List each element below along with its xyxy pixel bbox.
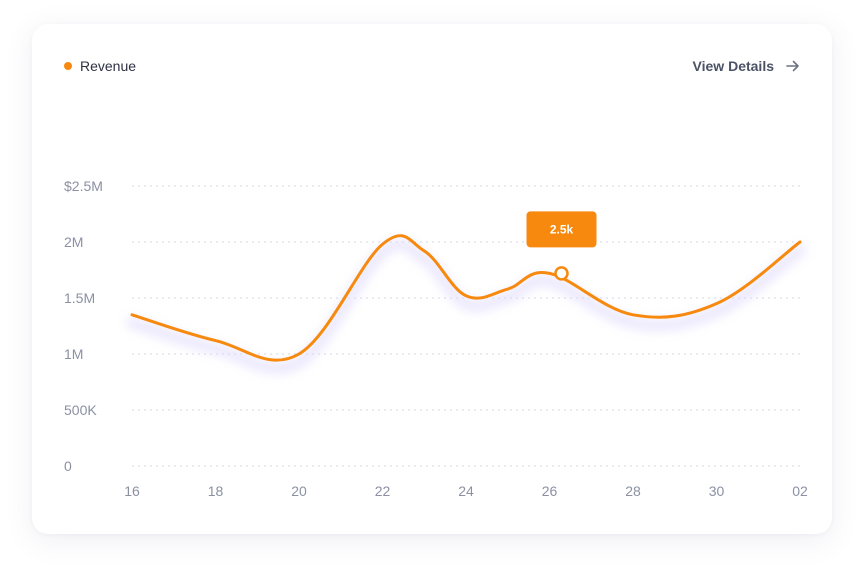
view-details-link[interactable]: View Details	[693, 58, 800, 74]
x-tick-label: 20	[291, 483, 307, 499]
y-tick-label: $2.5M	[64, 178, 103, 194]
highlight-point[interactable]	[554, 266, 569, 281]
x-tick-label: 18	[208, 483, 224, 499]
grid	[132, 185, 800, 467]
y-tick-label: 1M	[64, 346, 83, 362]
highlight: 2.5k	[526, 211, 597, 281]
series-line-revenue	[130, 234, 802, 362]
y-tick-label: 2M	[64, 234, 83, 250]
x-tick-label: 26	[542, 483, 558, 499]
y-tick-label: 0	[64, 458, 72, 474]
x-tick-label: 16	[124, 483, 140, 499]
y-tick-label: 1.5M	[64, 290, 95, 306]
x-axis: 16 18 20 22 24 26 28 30 02	[124, 483, 808, 499]
legend-label: Revenue	[80, 58, 137, 74]
x-tick-label: 02	[792, 483, 808, 499]
x-tick-label: 22	[375, 483, 391, 499]
x-tick-label: 24	[458, 483, 474, 499]
legend: Revenue	[64, 58, 136, 74]
tooltip-label: 2.5k	[550, 222, 574, 236]
y-tick-label: 500K	[64, 402, 97, 418]
tooltip-box	[526, 211, 597, 248]
x-tick-label: 28	[625, 483, 641, 499]
legend-dot	[64, 62, 72, 70]
x-tick-label: 30	[709, 483, 725, 499]
view-details-label: View Details	[692, 58, 774, 74]
chart-card: Revenue View Details	[32, 24, 832, 534]
y-axis: 0 500K 1M 1.5M 2M $2.5M	[64, 178, 103, 474]
series-line-shadow	[126, 237, 806, 375]
arrow-right-icon	[786, 60, 799, 72]
